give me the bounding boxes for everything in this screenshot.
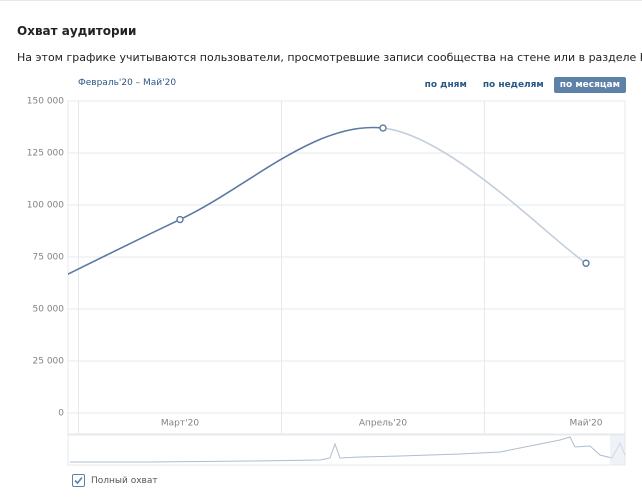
legend-label: Полный охват [91, 475, 158, 486]
description: На этом графике учитываются пользователи… [17, 51, 642, 64]
navigator-sparkline [70, 436, 626, 463]
point [582, 259, 590, 267]
navigator[interactable] [67, 434, 626, 466]
y-tick-label: 25 000 [33, 357, 65, 367]
y-tick-label: 50 000 [33, 305, 65, 315]
tabs: по дням по неделям по месяцам [419, 77, 626, 93]
period[interactable]: Февраль'20 – Май'20 [78, 78, 177, 88]
tab[interactable]: по месяцам [553, 77, 626, 93]
checkbox[interactable] [72, 474, 85, 487]
y-tick-label: 125 000 [27, 149, 64, 159]
legend[interactable]: Полный охват [72, 474, 158, 487]
top-border [0, 0, 642, 1]
tab[interactable]: по дням [424, 80, 467, 90]
line [382, 127, 587, 264]
y-tick-label: 150 000 [27, 97, 64, 107]
point [379, 124, 387, 132]
plot-frame [67, 100, 626, 435]
x-tick-label: Март'20 [161, 419, 199, 429]
y-tick-label: 75 000 [33, 253, 65, 263]
navigator-selection[interactable] [610, 435, 625, 465]
x-tick-label: Апрель'20 [359, 419, 408, 429]
title: Охват аудитории [17, 24, 137, 38]
y-tick-label: 0 [58, 409, 64, 419]
x-tick-label: Май'20 [569, 419, 602, 429]
tab[interactable]: по неделям [482, 80, 544, 90]
point [176, 215, 184, 224]
y-tick-label: 100 000 [27, 201, 64, 211]
